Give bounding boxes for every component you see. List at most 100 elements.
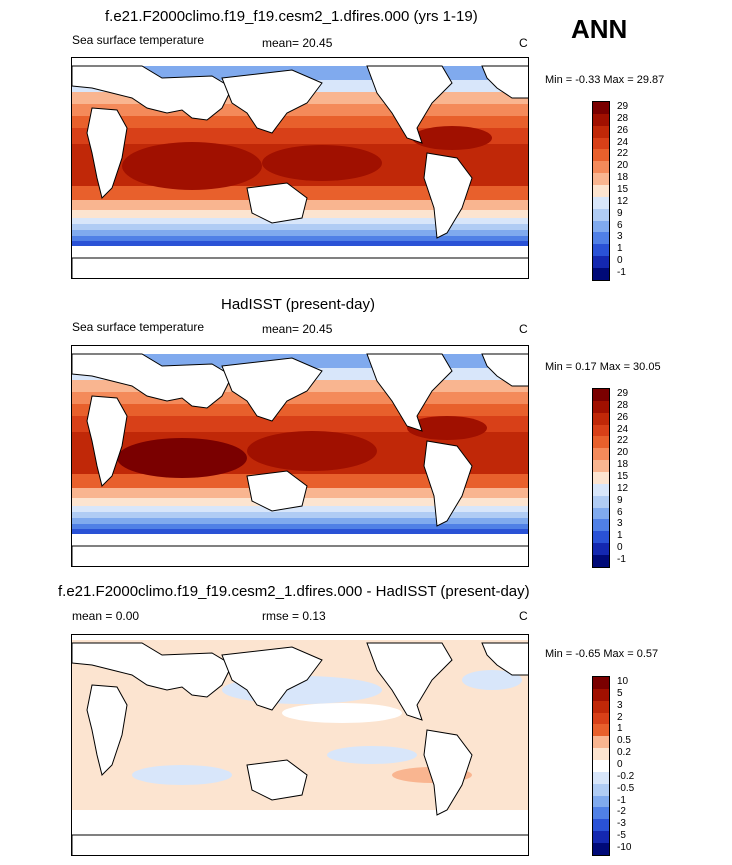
colorbar-swatch	[593, 531, 609, 544]
colorbar-tick-label: -3	[617, 818, 626, 830]
colorbar-swatch	[593, 161, 609, 174]
panel-2-colorbar	[592, 388, 610, 568]
colorbar-tick-label: 0.2	[617, 747, 631, 759]
colorbar-swatch	[593, 412, 609, 425]
panel-2-units-label: C	[519, 322, 528, 336]
colorbar-swatch	[593, 760, 609, 772]
colorbar-swatch	[593, 244, 609, 257]
colorbar-swatch	[593, 783, 609, 796]
colorbar-tick-label: 5	[617, 687, 623, 699]
panel-1-minmax: Min = -0.33 Max = 29.87	[545, 74, 665, 86]
colorbar-swatch	[593, 688, 609, 701]
colorbar-tick-label: -0.2	[617, 770, 635, 782]
colorbar-swatch	[593, 700, 609, 713]
colorbar-tick-label: 15	[617, 471, 629, 482]
colorbar-swatch	[593, 125, 609, 138]
colorbar-swatch	[593, 460, 609, 473]
colorbar-tick-label: 20	[617, 447, 629, 459]
colorbar-tick-label: 0	[617, 759, 623, 770]
colorbar-swatch	[593, 831, 609, 844]
colorbar-tick-label: 22	[617, 435, 629, 447]
colorbar-tick-label: 1	[617, 243, 623, 255]
colorbar-swatch	[593, 483, 609, 496]
colorbar-swatch	[593, 736, 609, 749]
panel-1-mean-label: mean= 20.45	[262, 36, 333, 50]
colorbar-tick-label: 9	[617, 494, 623, 506]
colorbar-swatch	[593, 555, 609, 567]
colorbar-swatch	[593, 748, 609, 761]
colorbar-tick-label: 10	[617, 675, 629, 687]
colorbar-swatch	[593, 543, 609, 556]
colorbar-tick-label: -1	[617, 267, 626, 279]
colorbar-tick-label: 3	[617, 518, 623, 530]
colorbar-tick-label: -0.5	[617, 782, 635, 794]
colorbar-tick-label: 0	[617, 542, 623, 554]
colorbar-swatch	[593, 232, 609, 245]
colorbar-swatch	[593, 137, 609, 150]
colorbar-swatch	[593, 771, 609, 784]
colorbar-tick-label: 26	[617, 124, 629, 136]
colorbar-swatch	[593, 843, 609, 855]
colorbar-tick-label: 18	[617, 172, 629, 184]
colorbar-swatch	[593, 185, 609, 197]
colorbar-swatch	[593, 208, 609, 221]
colorbar-tick-label: 6	[617, 219, 623, 231]
colorbar-swatch	[593, 507, 609, 520]
colorbar-tick-label: 24	[617, 136, 629, 148]
panel-2-minmax: Min = 0.17 Max = 30.05	[545, 361, 661, 373]
colorbar-tick-label: 28	[617, 399, 629, 411]
colorbar-tick-label: 29	[617, 387, 629, 399]
colorbar-swatch	[593, 724, 609, 737]
colorbar-swatch	[593, 712, 609, 725]
colorbar-swatch	[593, 424, 609, 437]
colorbar-tick-label: 20	[617, 160, 629, 172]
panel-1-sst-field	[72, 58, 528, 278]
colorbar-swatch	[593, 436, 609, 449]
panel-2-map	[71, 345, 529, 567]
colorbar-tick-label: 2	[617, 711, 623, 723]
colorbar-swatch	[593, 220, 609, 233]
panel-3-minmax: Min = -0.65 Max = 0.57	[545, 648, 659, 660]
colorbar-tick-label: 12	[617, 482, 629, 494]
colorbar-tick-label: 6	[617, 506, 623, 518]
colorbar-swatch	[593, 113, 609, 126]
panel-2-mean-label: mean= 20.45	[262, 322, 333, 336]
colorbar-swatch	[593, 819, 609, 832]
colorbar-tick-label: 9	[617, 207, 623, 219]
season-label: ANN	[571, 14, 628, 44]
panel-3-map	[71, 634, 529, 856]
panel-2-sst-field	[72, 346, 528, 566]
colorbar-tick-label: -1	[617, 554, 626, 566]
colorbar-tick-label: 1	[617, 723, 623, 735]
panel-2-variable-label: Sea surface temperature	[72, 320, 205, 334]
panel-1-variable-label: Sea surface temperature	[72, 33, 205, 47]
colorbar-tick-label: 24	[617, 423, 629, 435]
colorbar-tick-label: 18	[617, 459, 629, 471]
colorbar-tick-label: 15	[617, 184, 629, 195]
colorbar-tick-label: -5	[617, 830, 626, 842]
panel-3-difference-field	[72, 635, 528, 855]
colorbar-swatch	[593, 268, 609, 280]
panel-3-rmse-label: rmse = 0.13	[262, 609, 326, 623]
colorbar-tick-label: 12	[617, 195, 629, 207]
panel-3-title: f.e21.F2000climo.f19_f19.cesm2_1.dfires.…	[58, 583, 530, 600]
colorbar-swatch	[593, 795, 609, 808]
colorbar-tick-label: 28	[617, 112, 629, 124]
colorbar-swatch	[593, 472, 609, 484]
colorbar-tick-label: 22	[617, 148, 629, 160]
colorbar-tick-label: 26	[617, 411, 629, 423]
colorbar-swatch	[593, 173, 609, 186]
colorbar-tick-label: 3	[617, 231, 623, 243]
colorbar-tick-label: 0.5	[617, 735, 631, 747]
colorbar-tick-label: 29	[617, 100, 629, 112]
colorbar-swatch	[593, 448, 609, 461]
colorbar-tick-label: 3	[617, 699, 623, 711]
colorbar-swatch	[593, 149, 609, 162]
colorbar-swatch	[593, 196, 609, 209]
colorbar-swatch	[593, 807, 609, 820]
panel-3-units-label: C	[519, 609, 528, 623]
colorbar-tick-label: -2	[617, 806, 626, 818]
panel-3-mean-label: mean = 0.00	[72, 609, 140, 623]
colorbar-swatch	[593, 102, 609, 114]
colorbar-swatch	[593, 400, 609, 413]
